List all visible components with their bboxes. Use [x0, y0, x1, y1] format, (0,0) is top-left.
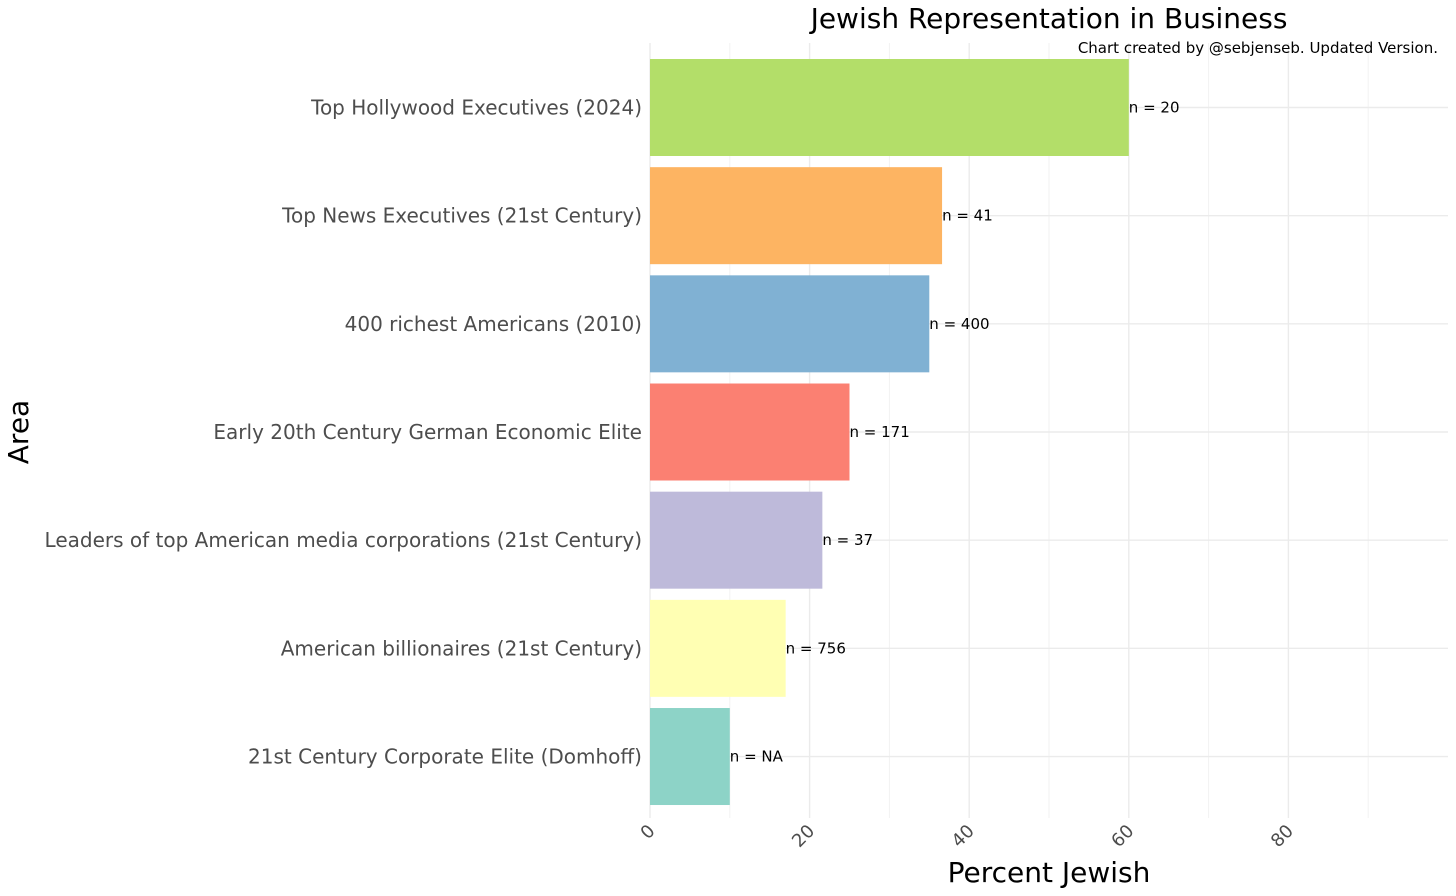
category-label: Top Hollywood Executives (2024)	[310, 96, 642, 120]
count-label: n = 37	[822, 531, 873, 549]
category-label: Top News Executives (21st Century)	[281, 204, 642, 228]
category-label: 21st Century Corporate Elite (Domhoff)	[248, 745, 642, 769]
x-tick-label: 20	[788, 821, 819, 852]
x-axis-ticks: 0 20 40 60 80	[637, 821, 1298, 852]
count-label: n = 41	[942, 207, 993, 225]
x-tick-label: 80	[1267, 821, 1298, 852]
category-labels: Top Hollywood Executives (2024) Top News …	[45, 96, 642, 769]
chart-title: Jewish Representation in Business	[809, 2, 1288, 35]
chart-caption: Chart created by @sebjenseb. Updated Ver…	[1078, 39, 1438, 57]
bar	[650, 491, 823, 589]
bar	[650, 599, 786, 697]
count-label: n = 20	[1129, 99, 1180, 117]
count-label: n = 171	[850, 423, 910, 441]
y-axis-title: Area	[2, 400, 35, 464]
x-tick-label: 60	[1107, 821, 1138, 852]
x-tick-label: 40	[948, 821, 979, 852]
bar	[650, 59, 1129, 156]
bars	[650, 59, 1129, 806]
count-labels: n = 20 n = 41 n = 400 n = 171 n = 37 n = 756 n…	[730, 99, 1180, 766]
count-label: n = NA	[730, 748, 784, 766]
bar	[650, 383, 850, 481]
bar	[650, 275, 930, 373]
count-label: n = 400	[929, 315, 989, 333]
category-label: 400 richest Americans (2010)	[345, 312, 642, 336]
category-label: Leaders of top American media corporatio…	[45, 528, 642, 552]
category-label: Early 20th Century German Economic Elite	[213, 420, 642, 444]
x-axis-title: Percent Jewish	[948, 856, 1151, 889]
bar	[650, 708, 730, 806]
x-tick-label: 0	[637, 821, 660, 844]
count-label: n = 756	[786, 639, 846, 657]
category-label: American billionaires (21st Century)	[281, 636, 642, 660]
bar	[650, 167, 943, 265]
